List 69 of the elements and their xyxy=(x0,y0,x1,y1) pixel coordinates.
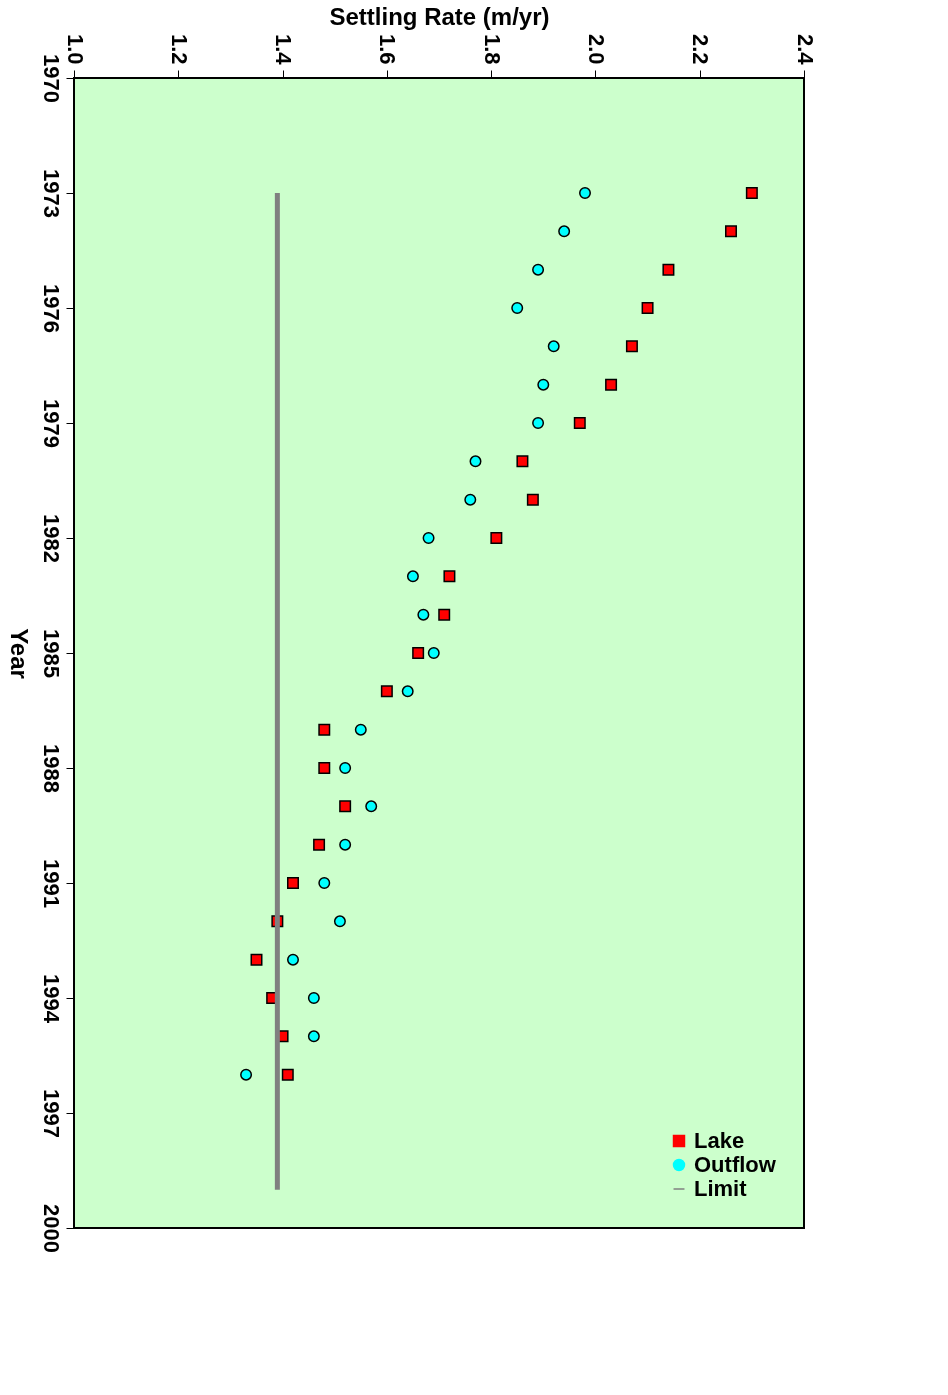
point xyxy=(532,263,545,276)
point xyxy=(318,762,331,774)
point xyxy=(318,723,331,736)
y-tick-label: 1994 xyxy=(38,974,64,1024)
point xyxy=(318,877,331,889)
x-tick-label: 1.8 xyxy=(479,33,505,65)
x-tick-label: 2.2 xyxy=(688,33,714,65)
point xyxy=(287,953,299,966)
point xyxy=(558,225,571,238)
point xyxy=(313,838,326,851)
x-tick-label: 1.0 xyxy=(62,33,88,65)
point xyxy=(406,570,419,583)
y-tick-label: 1997 xyxy=(38,1089,64,1138)
point xyxy=(745,187,758,199)
point xyxy=(339,838,352,851)
point xyxy=(422,532,435,544)
x-tick-label: 2.4 xyxy=(792,33,818,66)
point xyxy=(625,340,638,353)
y-axis-title: Year xyxy=(5,628,33,679)
point xyxy=(438,608,451,621)
point xyxy=(573,417,586,429)
point xyxy=(443,570,456,583)
point xyxy=(469,455,482,468)
point xyxy=(579,187,591,199)
x-axis-title: Settling Rate (m/yr) xyxy=(329,2,550,30)
point xyxy=(516,455,529,468)
point xyxy=(490,532,503,544)
legend-label: Outflow xyxy=(694,1152,777,1177)
legend-label: Lake xyxy=(694,1128,745,1153)
y-tick-label: 1970 xyxy=(38,54,64,103)
point xyxy=(464,493,477,506)
point xyxy=(354,723,367,736)
point xyxy=(526,493,539,506)
point xyxy=(417,608,430,621)
x-tick-label: 2.0 xyxy=(583,33,609,65)
point xyxy=(250,953,263,966)
point xyxy=(380,685,393,698)
point xyxy=(281,1068,294,1081)
point xyxy=(339,800,352,813)
point xyxy=(641,302,654,314)
point xyxy=(240,1068,253,1081)
y-tick-label: 1973 xyxy=(38,169,64,218)
point xyxy=(307,1030,320,1043)
y-tick-label: 1985 xyxy=(38,629,64,678)
point xyxy=(532,417,545,429)
point xyxy=(662,263,675,276)
x-tick-label: 1.2 xyxy=(166,33,192,65)
point xyxy=(307,992,320,1004)
point xyxy=(427,647,440,659)
y-tick-label: 2000 xyxy=(38,1204,64,1253)
point xyxy=(287,877,299,889)
point xyxy=(412,647,425,659)
point xyxy=(333,915,346,928)
x-tick-label: 1.4 xyxy=(271,33,297,66)
point xyxy=(401,685,414,698)
point xyxy=(605,378,618,391)
point xyxy=(537,378,550,391)
point xyxy=(365,800,378,813)
y-tick-label: 1982 xyxy=(38,514,64,563)
point xyxy=(725,225,737,238)
y-tick-label: 1979 xyxy=(38,399,64,448)
point xyxy=(339,762,352,774)
y-tick-label: 1991 xyxy=(38,859,64,908)
point xyxy=(511,302,524,314)
point xyxy=(547,340,560,353)
legend-label: Limit xyxy=(694,1176,748,1201)
y-tick-label: 1976 xyxy=(38,284,64,333)
x-tick-label: 1.6 xyxy=(375,33,401,65)
y-tick-label: 1988 xyxy=(38,744,64,793)
